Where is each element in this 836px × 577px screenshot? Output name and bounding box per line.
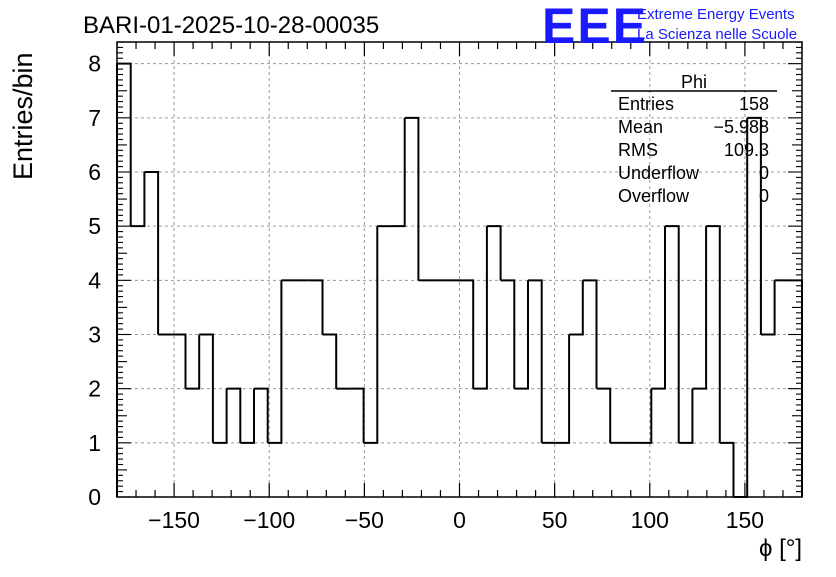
histogram-bin: [363, 226, 379, 444]
histogram-bin: [212, 388, 228, 444]
x-tick-label: −50: [345, 507, 384, 533]
stats-label: Underflow: [618, 163, 700, 183]
histogram-bin: [719, 441, 735, 497]
eee-logo-line1: Extreme Energy Events: [637, 6, 795, 23]
histogram-bin: [582, 279, 598, 389]
y-tick-label: 3: [88, 322, 101, 348]
histogram-bars: [116, 62, 803, 498]
stats-box-title: Phi: [681, 72, 707, 92]
eee-logo: EEE Extreme Energy Events La Scienza nel…: [542, 0, 797, 54]
y-tick-label: 8: [88, 51, 101, 77]
x-tick-label: −100: [243, 507, 295, 533]
stats-box: Phi Entries 158 Mean −5.988 RMS 109.3 Underflo…: [611, 72, 777, 206]
stats-label: Entries: [618, 94, 674, 114]
y-tick-label: 1: [88, 430, 101, 456]
stats-value: −5.988: [713, 117, 769, 137]
y-tick-label: 0: [88, 484, 101, 510]
stats-value: 158: [739, 94, 769, 114]
x-tick-label: 100: [631, 507, 669, 533]
histogram-bin: [322, 333, 338, 389]
y-tick-label: 4: [88, 267, 101, 293]
x-tick-label: 150: [726, 507, 764, 533]
eee-logo-letters: EEE: [542, 0, 648, 54]
histogram-bin: [185, 334, 201, 390]
histogram-bin: [308, 279, 324, 335]
histogram-bin: [678, 388, 694, 444]
histogram-bin: [637, 388, 653, 444]
histogram-bin: [500, 279, 516, 389]
x-axis-title: ϕ [°]: [759, 535, 802, 562]
histogram-bin: [254, 387, 269, 443]
tick-labels: −150 −100 −50 0 50 100 150 0 1 2 3 4 5 6 7 8: [88, 51, 764, 533]
x-tick-label: −150: [148, 507, 200, 533]
histogram-bin: [528, 279, 543, 443]
histogram-bin: [747, 116, 762, 335]
x-tick-label: 50: [542, 507, 568, 533]
stats-value: 0: [759, 163, 769, 183]
stats-label: Overflow: [618, 186, 690, 206]
histogram-bin: [391, 117, 406, 228]
y-tick-label: 2: [88, 376, 101, 402]
histogram-bin: [144, 171, 160, 335]
y-tick-label: 7: [88, 105, 101, 131]
histogram-bin: [569, 280, 584, 336]
eee-logo-line2: La Scienza nelle Scuole: [637, 26, 797, 43]
histogram-bin: [665, 225, 680, 443]
histogram-bin: [651, 226, 666, 390]
stats-rows: Entries 158 Mean −5.988 RMS 109.3 Underflow 0 Ov…: [618, 94, 769, 206]
y-tick-label: 6: [88, 159, 101, 185]
axis-ticks: [116, 41, 803, 498]
histogram-bin: [473, 226, 488, 390]
histogram-bin: [171, 333, 187, 389]
y-axis-title: Entries/bin: [8, 52, 38, 180]
histogram-bin: [404, 116, 420, 281]
histogram-bin: [199, 333, 214, 443]
histogram-bin: [760, 280, 776, 336]
histogram-bin: [459, 279, 475, 389]
histogram-bin: [706, 225, 721, 443]
grid: [117, 42, 802, 498]
histogram-bin: [486, 225, 502, 281]
stats-label: RMS: [618, 140, 658, 160]
x-tick-label: 0: [453, 507, 466, 533]
histogram-bin: [596, 387, 612, 443]
histogram-bin: [267, 280, 283, 444]
histogram-bin: [692, 226, 708, 390]
plot-title: BARI-01-2025-10-28-00035: [83, 12, 379, 39]
histogram-bin: [240, 388, 255, 444]
stats-value: 0: [759, 186, 769, 206]
histogram-bin: [514, 280, 529, 390]
histogram-bin: [555, 334, 571, 444]
y-tick-label: 5: [88, 213, 101, 239]
histogram-bin: [349, 387, 365, 443]
stats-value: 109.3: [724, 140, 769, 160]
stats-label: Mean: [618, 117, 663, 137]
histogram-bin: [130, 172, 146, 228]
histogram-bin: [226, 387, 242, 443]
